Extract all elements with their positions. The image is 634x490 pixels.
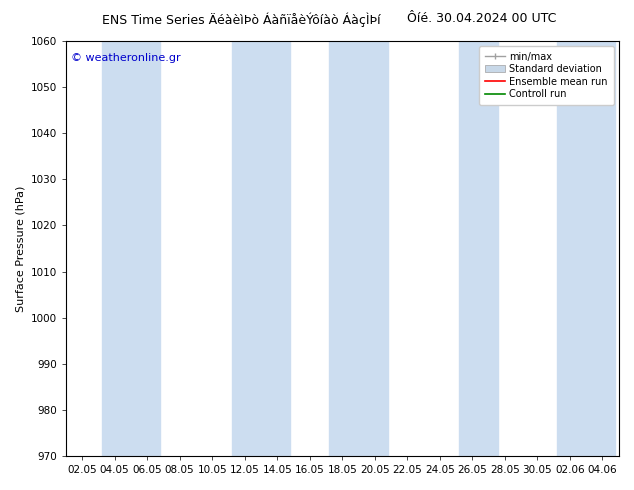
Text: ENS Time Series ÄéàèìÞò ÁàñïåèÝôíàò ÁàçÌÞí: ENS Time Series ÄéàèìÞò ÁàñïåèÝôíàò ÁàçÌ… <box>101 12 380 27</box>
Bar <box>459 41 498 456</box>
Legend: min/max, Standard deviation, Ensemble mean run, Controll run: min/max, Standard deviation, Ensemble me… <box>479 46 614 105</box>
Text: Ôíé. 30.04.2024 00 UTC: Ôíé. 30.04.2024 00 UTC <box>407 12 557 25</box>
Bar <box>231 41 290 456</box>
Text: © weatheronline.gr: © weatheronline.gr <box>72 53 181 64</box>
Bar <box>557 41 616 456</box>
Bar <box>101 41 160 456</box>
Bar <box>329 41 388 456</box>
Y-axis label: Surface Pressure (hPa): Surface Pressure (hPa) <box>15 185 25 312</box>
